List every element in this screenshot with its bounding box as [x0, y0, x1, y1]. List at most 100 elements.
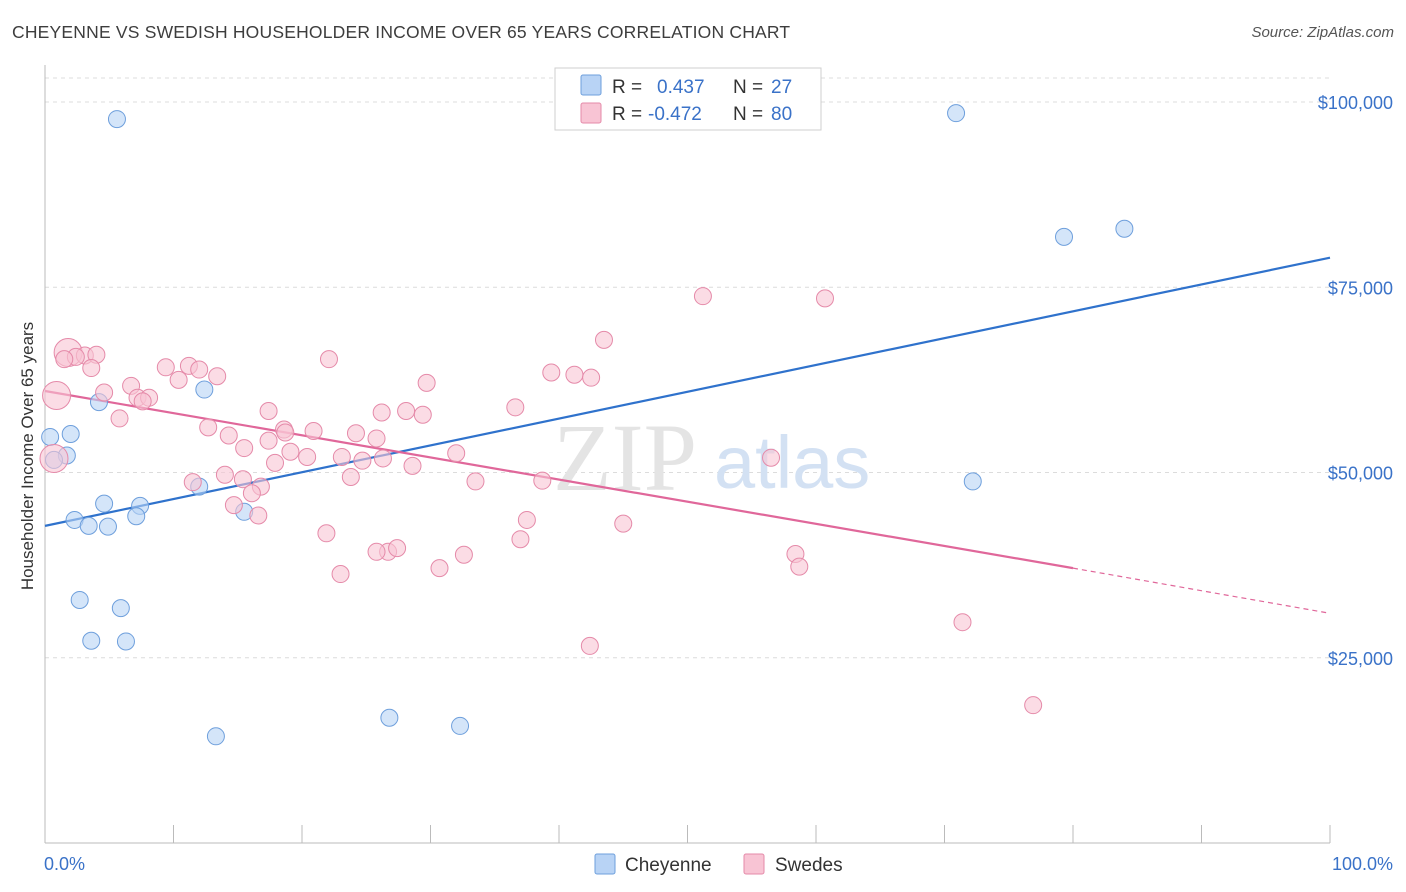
point-cheyenne-12: [95, 494, 114, 513]
point-swedes-33: [304, 422, 323, 441]
point-cheyenne-23: [380, 708, 399, 727]
point-swedes-58: [249, 506, 268, 525]
point-swedes-67: [790, 557, 809, 576]
point-swedes-48: [39, 443, 69, 473]
legend-box: R = 0.437 N = 27 R = -0.472 N = 80: [554, 67, 822, 131]
watermark-zip: ZIP: [553, 404, 697, 511]
y-tick-label-3: $100,000: [1318, 93, 1393, 113]
point-swedes-16: [565, 365, 584, 384]
source-credit: Source: ZipAtlas.com: [1251, 24, 1394, 41]
point-swedes-2: [594, 330, 613, 349]
legend-swatch-swedes: [580, 102, 602, 124]
point-swedes-27: [372, 403, 391, 422]
point-swedes-68: [430, 559, 449, 578]
point-swedes-36: [367, 429, 386, 448]
x-tick-labels: 0.0% 100.0%: [44, 854, 1393, 874]
point-swedes-61: [511, 530, 530, 549]
point-swedes-1: [815, 289, 834, 308]
point-swedes-39: [298, 447, 317, 466]
point-swedes-64: [367, 542, 386, 561]
x-tick-label-0: 0.0%: [44, 854, 85, 874]
point-swedes-20: [95, 383, 114, 402]
point-swedes-72: [1024, 696, 1043, 715]
point-cheyenne-1: [947, 104, 966, 123]
bottom-legend: Cheyenne Swedes: [594, 853, 843, 876]
point-swedes-40: [332, 447, 351, 466]
watermark-atlas: atlas: [714, 421, 870, 504]
point-swedes-74: [533, 471, 552, 490]
point-swedes-42: [447, 444, 466, 463]
point-swedes-56: [517, 510, 536, 529]
point-swedes-73: [276, 423, 295, 442]
bottom-legend-label-cheyenne: Cheyenne: [625, 855, 712, 876]
legend-r-label-cheyenne: R =: [612, 77, 642, 98]
trend-line-swedes: [44, 389, 1074, 570]
point-swedes-7: [55, 350, 74, 369]
point-cheyenne-17: [79, 516, 98, 535]
point-cheyenne-15: [127, 507, 146, 526]
data-points: [39, 104, 1134, 746]
point-swedes-14: [169, 370, 188, 389]
point-cheyenne-7: [61, 424, 80, 443]
point-swedes-34: [346, 424, 365, 443]
point-cheyenne-3: [1115, 219, 1134, 238]
point-swedes-70: [953, 613, 972, 632]
point-swedes-60: [317, 524, 336, 543]
point-cheyenne-25: [206, 727, 225, 746]
point-swedes-49: [215, 465, 234, 484]
point-swedes-47: [762, 448, 781, 467]
point-swedes-13: [208, 367, 227, 386]
point-cheyenne-20: [111, 599, 130, 618]
point-swedes-8: [82, 359, 101, 378]
point-swedes-37: [259, 431, 278, 450]
point-swedes-10: [156, 358, 175, 377]
bottom-legend-swatch-swedes: [743, 853, 765, 875]
point-swedes-24: [110, 409, 129, 428]
point-cheyenne-6: [41, 427, 60, 446]
point-swedes-44: [353, 451, 372, 470]
point-cheyenne-4: [195, 380, 214, 399]
point-swedes-26: [259, 402, 278, 421]
point-swedes-30: [506, 398, 525, 417]
bottom-legend-swatch-cheyenne: [594, 853, 616, 875]
point-cheyenne-22: [116, 632, 135, 651]
point-swedes-25: [42, 380, 72, 410]
legend-r-value-cheyenne: 0.437: [657, 77, 705, 98]
trend-line-swedes-extension: [1072, 567, 1331, 614]
y-axis-title: Householder Income Over 65 years: [18, 322, 37, 590]
x-tick-label-1: 100.0%: [1332, 854, 1393, 874]
point-swedes-50: [233, 470, 252, 489]
point-cheyenne-19: [70, 590, 89, 609]
point-swedes-55: [242, 484, 261, 503]
bottom-legend-label-swedes: Swedes: [775, 855, 843, 876]
point-swedes-18: [417, 373, 436, 392]
point-swedes-11: [190, 360, 209, 379]
legend-n-value-cheyenne: 27: [771, 77, 792, 98]
y-tick-label-0: $25,000: [1328, 649, 1393, 669]
point-swedes-57: [224, 496, 243, 515]
grid-lines: [45, 77, 1330, 659]
point-swedes-12: [319, 350, 338, 369]
point-swedes-71: [580, 636, 599, 655]
point-swedes-52: [183, 473, 202, 492]
y-tick-label-1: $50,000: [1328, 464, 1393, 484]
point-swedes-23: [133, 392, 152, 411]
point-swedes-17: [582, 368, 601, 387]
point-cheyenne-0: [107, 110, 126, 129]
legend-n-label-cheyenne: N =: [733, 77, 763, 98]
point-swedes-28: [397, 402, 416, 421]
legend-n-label-swedes: N =: [733, 104, 763, 125]
point-swedes-46: [266, 453, 285, 472]
legend-swatch-cheyenne: [580, 74, 602, 96]
point-swedes-53: [466, 472, 485, 491]
point-cheyenne-11: [963, 472, 982, 491]
point-swedes-0: [693, 287, 712, 306]
point-swedes-59: [614, 514, 633, 533]
point-swedes-41: [235, 439, 254, 458]
point-swedes-63: [388, 539, 407, 558]
legend-r-label-swedes: R =: [612, 104, 642, 125]
point-swedes-35: [219, 426, 238, 445]
point-swedes-15: [542, 363, 561, 382]
point-swedes-31: [199, 418, 218, 437]
y-tick-labels: $25,000 $50,000 $75,000 $100,000: [1318, 93, 1393, 669]
